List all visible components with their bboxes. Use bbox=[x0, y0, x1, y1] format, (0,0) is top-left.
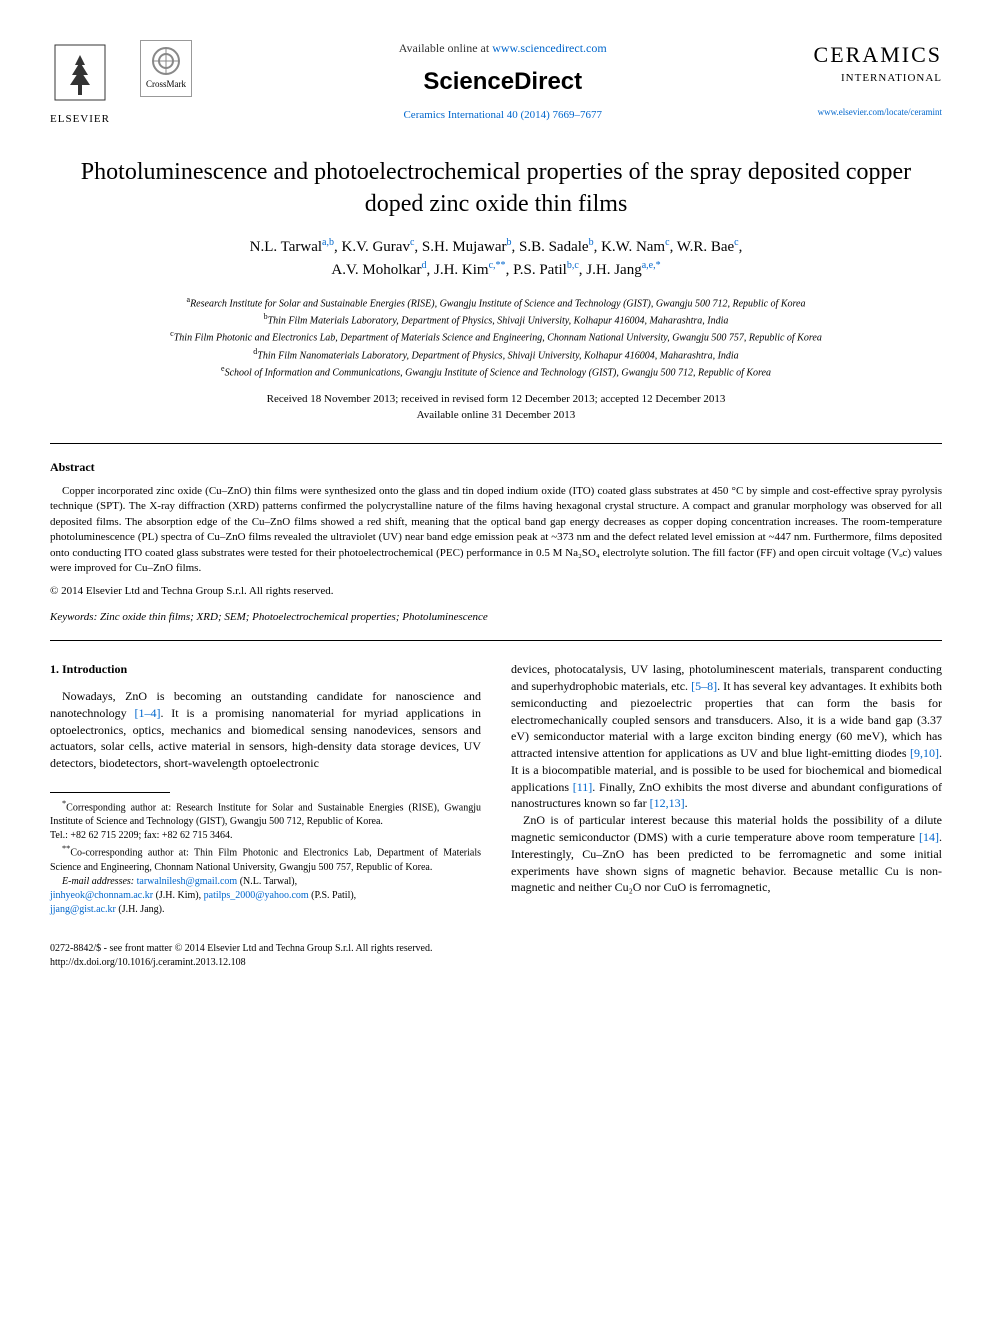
issn-copyright: 0272-8842/$ - see front matter © 2014 El… bbox=[50, 942, 942, 956]
author-name: , K.V. Gurav bbox=[334, 239, 410, 255]
email-link[interactable]: jjang@gist.ac.kr bbox=[50, 904, 116, 915]
publication-dates: Received 18 November 2013; received in r… bbox=[50, 392, 942, 423]
abstract-copyright: © 2014 Elsevier Ltd and Techna Group S.r… bbox=[50, 584, 942, 599]
author-name: , J.H. Jang bbox=[579, 262, 642, 278]
abstract-heading: Abstract bbox=[50, 459, 942, 476]
header-right: CERAMICS INTERNATIONAL www.elsevier.com/… bbox=[814, 40, 942, 119]
ceramics-title: CERAMICS bbox=[814, 40, 942, 71]
co-corresponding-author-note: **Co-corresponding author at: Thin Film … bbox=[50, 843, 481, 874]
divider bbox=[50, 443, 942, 444]
keywords-list: Zinc oxide thin films; XRD; SEM; Photoel… bbox=[100, 611, 488, 623]
page-header: ELSEVIER CrossMark Available online at w… bbox=[50, 40, 942, 127]
citation-link[interactable]: [11] bbox=[573, 780, 593, 794]
intro-heading: 1. Introduction bbox=[50, 661, 481, 678]
author-affil-marker[interactable]: c,** bbox=[489, 260, 506, 271]
author-name: , J.H. Kim bbox=[427, 262, 489, 278]
journal-homepage-link[interactable]: www.elsevier.com/locate/ceramint bbox=[814, 106, 942, 119]
affil-text: Thin Film Materials Laboratory, Departme… bbox=[268, 315, 729, 326]
citation-link[interactable]: [5–8] bbox=[691, 679, 717, 693]
affil-text: School of Information and Communications… bbox=[225, 367, 771, 378]
body-paragraph: ZnO is of particular interest because th… bbox=[511, 812, 942, 896]
available-prefix: Available online at bbox=[399, 41, 492, 55]
sciencedirect-brand[interactable]: ScienceDirect bbox=[192, 65, 814, 99]
affiliation-line: aResearch Institute for Solar and Sustai… bbox=[50, 294, 942, 311]
affil-text: Research Institute for Solar and Sustain… bbox=[190, 298, 805, 309]
body-paragraph: devices, photocatalysis, UV lasing, phot… bbox=[511, 661, 942, 812]
crossmark-label: CrossMark bbox=[146, 78, 186, 91]
email-label: E-mail addresses: bbox=[62, 876, 137, 887]
right-column: devices, photocatalysis, UV lasing, phot… bbox=[511, 661, 942, 916]
author-name: A.V. Moholkar bbox=[331, 262, 421, 278]
author-name: N.L. Tarwal bbox=[250, 239, 322, 255]
crossmark-badge[interactable]: CrossMark bbox=[140, 40, 192, 97]
body-text: ZnO is of particular interest because th… bbox=[511, 813, 942, 844]
ceramics-subtitle: INTERNATIONAL bbox=[814, 71, 942, 86]
citation-link[interactable]: [14] bbox=[919, 830, 939, 844]
footnote-divider bbox=[50, 792, 170, 793]
tel-fax: Tel.: +82 62 715 2209; fax: +82 62 715 3… bbox=[50, 829, 481, 843]
journal-citation[interactable]: Ceramics International 40 (2014) 7669–76… bbox=[192, 108, 814, 123]
abstract-text: Copper incorporated zinc oxide (Cu–ZnO) … bbox=[50, 484, 942, 576]
email-name: (P.S. Patil), bbox=[309, 890, 357, 901]
page-footer: 0272-8842/$ - see front matter © 2014 El… bbox=[50, 942, 942, 970]
email-link[interactable]: jinhyeok@chonnam.ac.kr bbox=[50, 890, 153, 901]
author-name: , P.S. Patil bbox=[506, 262, 567, 278]
elsevier-brand-text: ELSEVIER bbox=[50, 112, 110, 127]
affiliation-line: bThin Film Materials Laboratory, Departm… bbox=[50, 311, 942, 328]
email-name: (J.H. Kim), bbox=[153, 890, 204, 901]
author-name: , S.H. Mujawar bbox=[414, 239, 506, 255]
affil-text: Thin Film Photonic and Electronics Lab, … bbox=[174, 333, 822, 344]
email-line: jinhyeok@chonnam.ac.kr (J.H. Kim), patil… bbox=[50, 889, 481, 903]
corr-text: Co-corresponding author at: Thin Film Ph… bbox=[50, 848, 481, 873]
sciencedirect-url-link[interactable]: www.sciencedirect.com bbox=[492, 41, 607, 55]
author-name: , W.R. Bae bbox=[670, 239, 735, 255]
elsevier-tree-icon bbox=[50, 40, 110, 110]
author-affil-marker[interactable]: a,e,* bbox=[642, 260, 661, 271]
affiliation-line: eSchool of Information and Communication… bbox=[50, 363, 942, 380]
elsevier-logo[interactable]: ELSEVIER bbox=[50, 40, 110, 127]
authors-list: N.L. Tarwala,b, K.V. Guravc, S.H. Mujawa… bbox=[50, 235, 942, 282]
email-name: (N.L. Tarwal), bbox=[237, 876, 297, 887]
main-content: 1. Introduction Nowadays, ZnO is becomin… bbox=[50, 661, 942, 916]
header-left: ELSEVIER CrossMark bbox=[50, 40, 192, 127]
author-name: , K.W. Nam bbox=[594, 239, 666, 255]
dates-received: Received 18 November 2013; received in r… bbox=[50, 392, 942, 407]
author-affil-marker[interactable]: b,c bbox=[567, 260, 579, 271]
corresponding-author-note: *Corresponding author at: Research Insti… bbox=[50, 798, 481, 829]
author-name: , S.B. Sadale bbox=[511, 239, 588, 255]
email-name: (J.H. Jang). bbox=[116, 904, 165, 915]
affil-text: Thin Film Nanomaterials Laboratory, Depa… bbox=[257, 350, 738, 361]
header-center: Available online at www.sciencedirect.co… bbox=[192, 40, 814, 124]
divider bbox=[50, 640, 942, 641]
citation-link[interactable]: [1–4] bbox=[134, 706, 160, 720]
author-affil-marker[interactable]: a,b bbox=[322, 237, 334, 248]
crossmark-icon bbox=[151, 46, 181, 76]
citation-link[interactable]: [9,10] bbox=[910, 746, 939, 760]
email-link[interactable]: patilps_2000@yahoo.com bbox=[204, 890, 309, 901]
ceramics-journal-logo: CERAMICS INTERNATIONAL bbox=[814, 40, 942, 86]
left-column: 1. Introduction Nowadays, ZnO is becomin… bbox=[50, 661, 481, 916]
intro-paragraph: Nowadays, ZnO is becoming an outstanding… bbox=[50, 688, 481, 772]
body-text: . bbox=[685, 796, 688, 810]
email-line: jjang@gist.ac.kr (J.H. Jang). bbox=[50, 903, 481, 917]
email-link[interactable]: tarwalnilesh@gmail.com bbox=[137, 876, 238, 887]
citation-link[interactable]: [12,13] bbox=[650, 796, 685, 810]
email-addresses: E-mail addresses: tarwalnilesh@gmail.com… bbox=[50, 875, 481, 889]
available-online-text: Available online at www.sciencedirect.co… bbox=[192, 40, 814, 57]
corr-text: Corresponding author at: Research Instit… bbox=[50, 802, 481, 827]
affiliation-line: dThin Film Nanomaterials Laboratory, Dep… bbox=[50, 346, 942, 363]
affiliation-line: cThin Film Photonic and Electronics Lab,… bbox=[50, 328, 942, 345]
author-sep: , bbox=[739, 239, 743, 255]
doi[interactable]: http://dx.doi.org/10.1016/j.ceramint.201… bbox=[50, 956, 942, 970]
keywords: Keywords: Zinc oxide thin films; XRD; SE… bbox=[50, 610, 942, 625]
dates-online: Available online 31 December 2013 bbox=[50, 408, 942, 423]
footnotes: *Corresponding author at: Research Insti… bbox=[50, 798, 481, 917]
affiliations: aResearch Institute for Solar and Sustai… bbox=[50, 294, 942, 381]
keywords-label: Keywords: bbox=[50, 611, 100, 623]
article-title: Photoluminescence and photoelectrochemic… bbox=[50, 157, 942, 219]
